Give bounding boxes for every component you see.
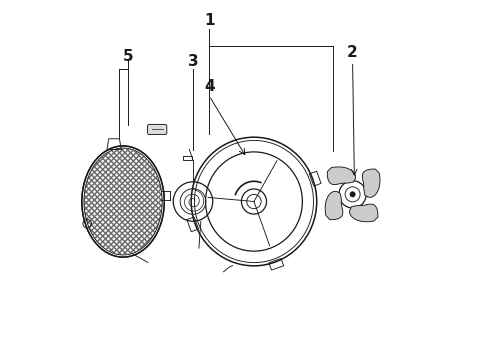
Ellipse shape (82, 146, 164, 257)
Polygon shape (327, 167, 356, 185)
Text: 5: 5 (123, 49, 134, 64)
Circle shape (350, 192, 355, 197)
Text: 2: 2 (347, 45, 358, 60)
Text: 4: 4 (204, 79, 215, 94)
Polygon shape (362, 169, 380, 197)
Polygon shape (349, 204, 378, 222)
FancyBboxPatch shape (147, 125, 167, 134)
Text: 3: 3 (188, 54, 198, 69)
Polygon shape (325, 191, 343, 220)
Text: 1: 1 (204, 13, 215, 28)
